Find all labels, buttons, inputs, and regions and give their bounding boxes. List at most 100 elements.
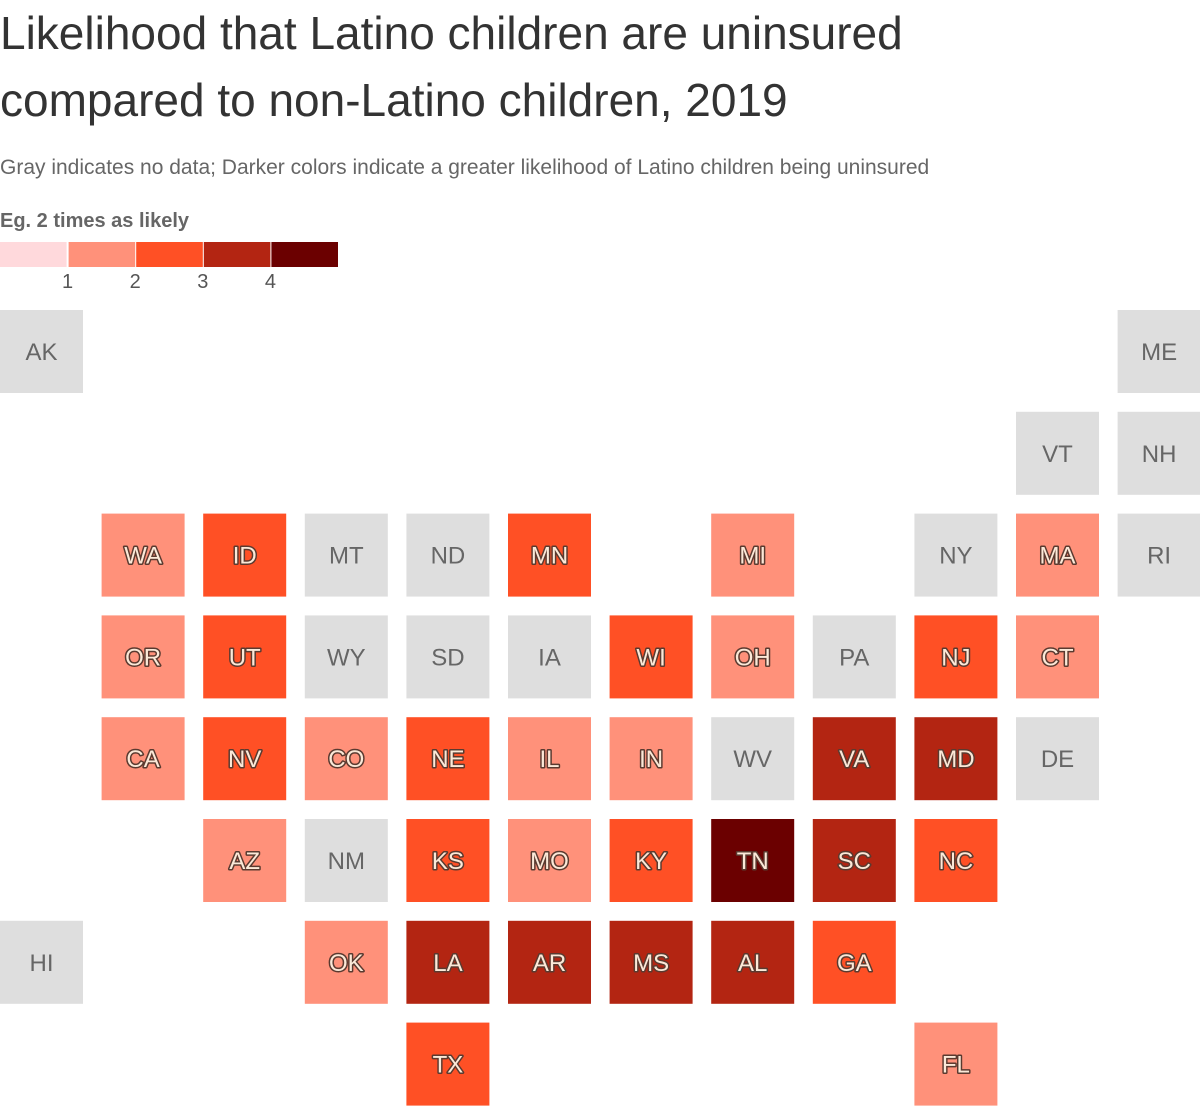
- state-label: CT: [1042, 644, 1074, 671]
- state-label: MS: [633, 950, 669, 977]
- legend-title: Eg. 2 times as likely: [0, 210, 190, 232]
- legend-swatch: [0, 242, 67, 267]
- subtitle: Gray indicates no data; Darker colors in…: [0, 156, 930, 179]
- state-label: AZ: [229, 848, 260, 875]
- state-tile: [101, 513, 185, 597]
- state-tile: [0, 310, 83, 393]
- state-label: MO: [530, 848, 569, 875]
- state-tile: [304, 513, 388, 597]
- state-label: AR: [533, 950, 566, 977]
- state-label: VT: [1042, 441, 1073, 468]
- state-label: KY: [635, 848, 667, 875]
- state-label: TX: [433, 1052, 464, 1079]
- state-tile: [406, 513, 490, 597]
- state-label: NV: [228, 746, 261, 773]
- state-tile: [304, 717, 388, 801]
- state-label: IL: [539, 746, 559, 773]
- state-label: NC: [939, 848, 974, 875]
- state-tile: [914, 717, 998, 801]
- state-tile: [914, 615, 998, 699]
- state-tile: [508, 717, 591, 801]
- state-label: WA: [124, 543, 162, 570]
- state-label: VA: [839, 746, 869, 773]
- legend-swatch: [271, 242, 338, 267]
- state-label: NH: [1142, 441, 1177, 468]
- state-tile: [812, 920, 896, 1004]
- state-tile: [406, 717, 490, 801]
- state-label: NE: [431, 746, 464, 773]
- state-label: SC: [838, 848, 871, 875]
- state-label: CA: [126, 746, 159, 773]
- state-tile: [1016, 717, 1099, 801]
- legend-swatch: [68, 242, 136, 267]
- state-label: NM: [328, 848, 365, 875]
- state-tile: [711, 819, 795, 902]
- state-label: DE: [1041, 746, 1074, 773]
- state-label: WI: [636, 644, 665, 671]
- state-tile: [406, 920, 490, 1004]
- state-tile: [203, 513, 287, 597]
- state-tile: [1117, 513, 1200, 597]
- state-label: PA: [839, 644, 869, 671]
- state-label: IN: [639, 746, 663, 773]
- legend-tick-label: 3: [197, 271, 208, 293]
- state-tile: [711, 920, 795, 1004]
- state-tile: [508, 819, 591, 902]
- state-label: LA: [433, 950, 462, 977]
- state-tile: [203, 717, 287, 801]
- state-tile: [609, 920, 693, 1004]
- state-tile: [812, 615, 896, 699]
- state-tile: [711, 615, 795, 699]
- state-tile: [203, 819, 287, 902]
- state-label: NJ: [941, 644, 970, 671]
- state-label: SD: [431, 644, 464, 671]
- state-label: ME: [1141, 339, 1177, 366]
- state-label: MI: [739, 543, 766, 570]
- state-label: HI: [30, 950, 54, 977]
- state-label: RI: [1147, 543, 1171, 570]
- state-tile: [1016, 411, 1099, 495]
- state-label: UT: [229, 644, 261, 671]
- state-label: OR: [125, 644, 161, 671]
- state-tile: [508, 920, 591, 1004]
- state-tile: [304, 920, 388, 1004]
- state-label: IA: [538, 644, 561, 671]
- state-tile: [406, 1022, 490, 1106]
- legend-swatch: [136, 242, 203, 267]
- state-label: GA: [837, 950, 872, 977]
- legend-swatch: [203, 242, 271, 267]
- state-tile: [1117, 310, 1200, 393]
- state-tile: [0, 920, 83, 1004]
- state-label: KS: [432, 848, 464, 875]
- title: Likelihood that Latino children are unin…: [0, 7, 903, 126]
- state-tile: [914, 513, 998, 597]
- state-tile: [101, 717, 185, 801]
- state-tile: [609, 717, 693, 801]
- state-label: WY: [327, 644, 366, 671]
- state-label: CO: [328, 746, 364, 773]
- state-tile: [711, 513, 795, 597]
- state-label: AL: [738, 950, 767, 977]
- state-tile: [609, 615, 693, 699]
- state-label: MA: [1040, 543, 1076, 570]
- legend-tick-label: 1: [62, 271, 73, 293]
- state-label: ND: [431, 543, 466, 570]
- state-label: ID: [233, 543, 257, 570]
- state-tile: [812, 717, 896, 801]
- legend-tick-label: 4: [265, 271, 276, 293]
- state-tile: [508, 513, 591, 597]
- state-label: MT: [329, 543, 364, 570]
- state-tile: [101, 615, 185, 699]
- state-label: MD: [937, 746, 974, 773]
- state-tile: [1117, 411, 1200, 495]
- state-tile: [914, 819, 998, 902]
- state-tile: [304, 819, 388, 902]
- state-label: OH: [735, 644, 771, 671]
- state-label: FL: [942, 1052, 970, 1079]
- state-label: OK: [329, 950, 364, 977]
- state-tile: [812, 819, 896, 902]
- state-tile: [914, 1022, 998, 1106]
- state-tile: [711, 717, 795, 801]
